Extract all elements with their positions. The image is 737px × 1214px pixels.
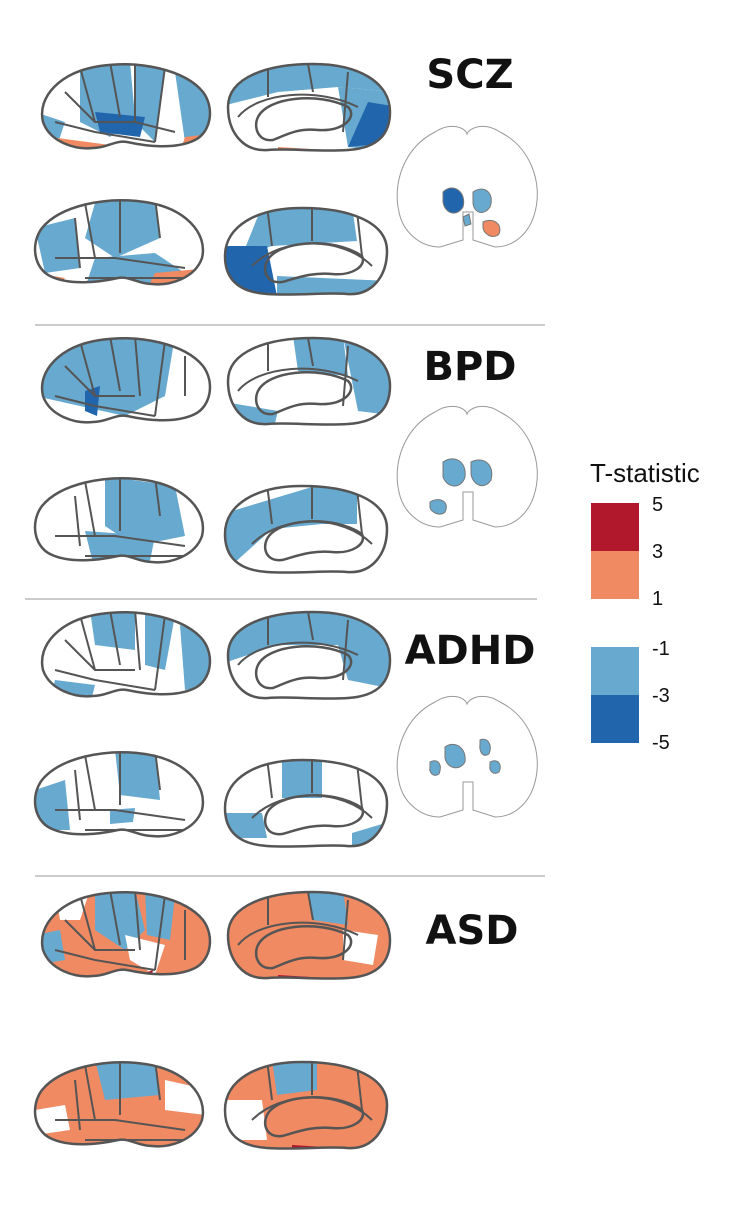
panel-scz: SCZ — [33, 52, 538, 296]
brain-medial-right — [223, 484, 389, 574]
brain-lateral-right — [33, 199, 205, 286]
panel-label: BPD — [423, 344, 516, 390]
panel-label: ASD — [426, 908, 519, 954]
brain-medial-left — [226, 890, 392, 980]
legend-swatch-negative — [591, 647, 639, 695]
subcortical-slice — [396, 695, 538, 818]
brain-lateral-right — [33, 751, 205, 838]
legend-tick: 5 — [652, 494, 663, 516]
brain-medial-right — [223, 758, 389, 848]
brain-medial-left — [226, 336, 392, 426]
brain-lateral-left — [40, 891, 212, 978]
legend-swatch-positive — [591, 551, 639, 599]
legend-swatch-strong-negative — [591, 695, 639, 743]
brain-lateral-left — [40, 337, 212, 424]
brain-medial-left — [226, 62, 392, 152]
brain-medial-right — [223, 1060, 389, 1150]
subcortical-slice — [396, 405, 538, 528]
legend-tick: -5 — [652, 732, 670, 754]
brain-lateral-left — [40, 63, 212, 150]
brain-medial-right — [223, 206, 389, 296]
legend: T-statistic 5 3 1 -1 -3 -5 — [590, 458, 700, 754]
brain-lateral-right — [33, 1061, 205, 1148]
panel-bpd: BPD — [33, 336, 538, 574]
legend-tick: -1 — [652, 638, 670, 660]
legend-swatch-strong-positive — [591, 503, 639, 551]
panel-asd: ASD — [33, 890, 519, 1150]
legend-tick: 3 — [652, 541, 663, 563]
brain-lateral-right — [33, 477, 205, 564]
panel-label: SCZ — [426, 52, 513, 98]
legend-tick: 1 — [652, 588, 663, 610]
brain-lateral-left — [40, 611, 212, 698]
subcortical-slice — [396, 125, 538, 248]
panel-adhd: ADHD — [33, 610, 538, 848]
legend-title: T-statistic — [590, 458, 700, 488]
panel-label: ADHD — [405, 628, 536, 674]
legend-tick: -3 — [652, 685, 670, 707]
brain-medial-left — [226, 610, 392, 700]
